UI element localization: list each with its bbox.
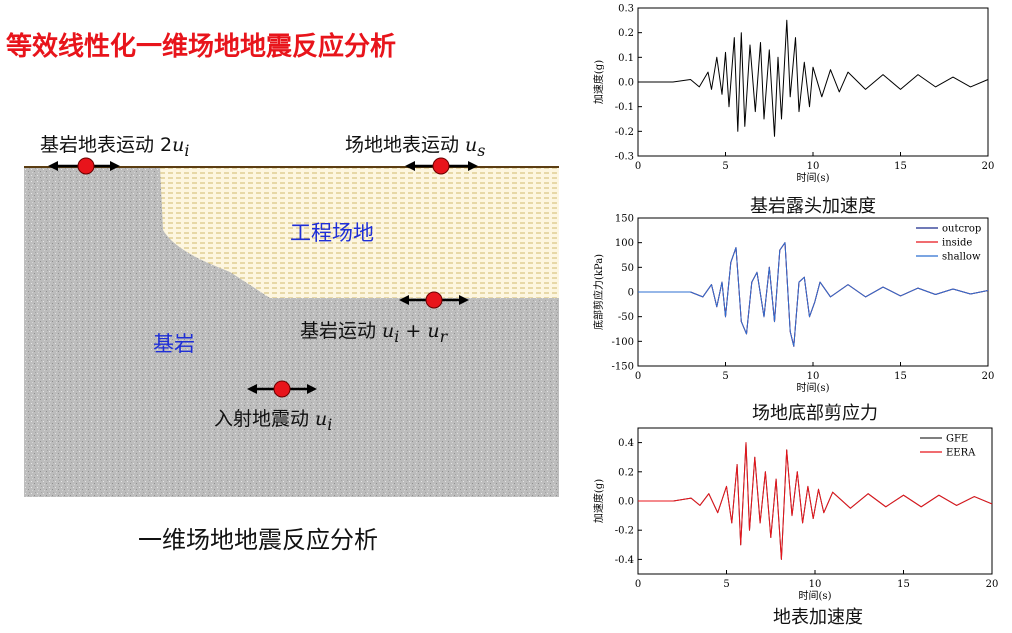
y-tick-label: 100 [615, 238, 634, 249]
y-tick-label: -150 [612, 362, 634, 373]
diagram-caption: 一维场地地震反应分析 [138, 526, 378, 554]
x-tick-label: 10 [807, 161, 820, 172]
x-tick-label: 5 [723, 579, 729, 590]
chart-caption-bedrock-acceleration: 基岩露头加速度 [750, 196, 876, 217]
x-tick-label: 15 [894, 161, 907, 172]
site-diagram [24, 157, 559, 497]
y-tick-label: -0.2 [615, 127, 634, 138]
legend-label: shallow [942, 252, 981, 263]
y-tick-label: 0.2 [618, 467, 634, 478]
x-tick-label: 15 [894, 371, 907, 382]
y-tick-label: -0.4 [615, 555, 634, 566]
x-axis-label: 时间(s) [797, 171, 830, 184]
x-tick-label: 0 [635, 579, 641, 590]
y-tick-label: -0.2 [615, 526, 634, 537]
bedrock-motion-marker [399, 291, 469, 309]
y-tick-label: -100 [612, 337, 634, 348]
bedrock-motion-label: 基岩运动 ui + ur [300, 320, 448, 346]
series-line-shallow [638, 242, 989, 347]
x-axis-label: 时间(s) [797, 381, 830, 394]
site-label: 工程场地 [290, 221, 374, 245]
x-tick-label: 5 [722, 161, 728, 172]
x-tick-label: 5 [722, 371, 728, 382]
x-tick-label: 15 [897, 579, 910, 590]
series-line-EERA [638, 442, 993, 560]
site-soil-region [160, 167, 559, 298]
incident-motion-label: 入射地震动 ui [214, 408, 333, 434]
outcrop-motion-marker [48, 157, 120, 175]
y-tick-label: 0 [628, 288, 634, 299]
y-tick-label: 50 [621, 263, 634, 274]
x-tick-label: 20 [986, 579, 999, 590]
x-tick-label: 20 [982, 371, 995, 382]
plot-frame [637, 7, 989, 157]
legend-label: EERA [946, 448, 976, 459]
y-tick-label: -0.3 [615, 152, 634, 163]
x-tick-label: 0 [635, 161, 641, 172]
legend-label: inside [942, 238, 972, 249]
x-tick-label: 10 [807, 371, 820, 382]
bedrock-label: 基岩 [153, 332, 195, 356]
y-tick-label: 0.0 [618, 497, 634, 508]
surface-acceleration-chart: 0 5 10 15 20 -0.4 -0.2 0.0 0.2 0.4 时间(s) 加速度(g) GFE E… [592, 427, 999, 602]
y-axis-label: 加速度(g) [592, 60, 605, 104]
series-line-GFE [638, 442, 993, 560]
incident-motion-marker [247, 380, 317, 398]
surface-motion-label: 场地地表运动 us [345, 134, 486, 160]
y-tick-label: 0.0 [618, 78, 634, 89]
y-tick-label: 0.2 [618, 28, 634, 39]
x-tick-label: 10 [809, 579, 822, 590]
x-axis-label: 时间(s) [799, 589, 832, 602]
y-tick-label: -50 [618, 312, 634, 323]
y-axis-label: 底部剪应力(kPa) [592, 254, 605, 330]
page-title: 等效线性化一维场地地震反应分析 [6, 32, 397, 62]
base-shear-stress-chart: 0 5 10 15 20 -150 -100 -50 0 50 100 150 时间(s) 底部剪应力(k… [592, 214, 995, 395]
plot-frame [637, 427, 993, 575]
surface-motion-marker [405, 157, 478, 175]
outcrop-motion-label: 基岩地表运动 2ui [40, 134, 190, 160]
y-axis-label: 加速度(g) [592, 479, 605, 523]
legend-label: outcrop [942, 224, 981, 235]
y-tick-label: 0.4 [618, 438, 634, 449]
x-tick-label: 20 [982, 161, 995, 172]
y-tick-label: -0.1 [615, 102, 634, 113]
y-tick-label: 150 [615, 214, 634, 225]
x-tick-label: 0 [635, 371, 641, 382]
series-line-s0 [638, 19, 989, 137]
chart-caption-base-shear-stress: 场地底部剪应力 [752, 403, 878, 424]
y-tick-label: 0.1 [618, 53, 634, 64]
y-tick-label: 0.3 [618, 4, 634, 15]
legend-label: GFE [946, 434, 968, 445]
chart-caption-surface-acceleration: 地表加速度 [773, 607, 863, 628]
bedrock-acceleration-chart: 0 5 10 15 20 -0.3 -0.2 -0.1 0.0 0.1 0.2 0.3 时间(s) 加速度… [592, 4, 995, 185]
